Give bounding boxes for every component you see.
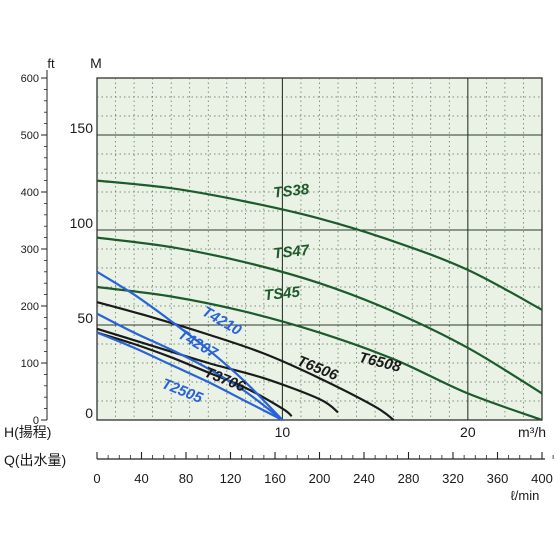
curve-label-ts38: TS38 (272, 181, 310, 202)
q-unit-label: ℓ/min (511, 488, 540, 503)
curve-ts45 (96, 285, 543, 422)
major-grid (97, 78, 542, 420)
ft-tick-label: 500 (21, 130, 39, 142)
m-tick-label: 50 (77, 310, 93, 326)
ft-tick-label: 100 (21, 358, 39, 370)
q-tick-label: 280 (398, 471, 420, 486)
m-tick-label: 150 (70, 120, 94, 136)
q-tick-label: 160 (264, 471, 286, 486)
ft-unit-label: ft (47, 56, 55, 71)
curves (96, 179, 543, 422)
ft-tick-label: 200 (21, 301, 39, 313)
m-unit-label: M (90, 55, 102, 71)
q-tick-label: 320 (442, 471, 464, 486)
curve-t2505 (96, 331, 283, 421)
h-axis-label: H(揚程) (4, 424, 51, 440)
minor-grid (97, 78, 542, 420)
ft-tick-label: 600 (21, 73, 39, 85)
curve-ts47 (96, 236, 543, 395)
x-unit-label: m³/h (518, 424, 546, 440)
q-tick-label: 240 (353, 471, 375, 486)
q-axis-label: Q(出水量) (4, 452, 66, 468)
curve-t4207 (96, 312, 284, 421)
q-tick-label: 40 (134, 471, 148, 486)
m-tick-label: 0 (85, 405, 93, 421)
curve-label-ts45: TS45 (263, 284, 301, 305)
ft-tick-label: 0 (33, 415, 39, 427)
curve-t6508 (96, 301, 395, 421)
curve-t3706 (96, 331, 293, 418)
curve-t6506 (96, 327, 339, 414)
x-tick-label: 10 (275, 424, 291, 440)
q-tick-label: 120 (220, 471, 242, 486)
q-tick-label: 0 (93, 471, 100, 486)
curve-label-ts47: TS47 (272, 242, 310, 263)
curve-t4210 (96, 270, 284, 421)
q-tick-label: 360 (487, 471, 509, 486)
q-tick-label: 400 (531, 471, 553, 486)
q-tick-label: 200 (309, 471, 331, 486)
x-tick-label: 20 (460, 424, 476, 440)
curve-ts38 (96, 179, 543, 311)
ft-tick-label: 300 (21, 244, 39, 256)
m-tick-label: 100 (70, 215, 94, 231)
q-tick-label: 80 (179, 471, 193, 486)
ft-tick-label: 400 (21, 187, 39, 199)
